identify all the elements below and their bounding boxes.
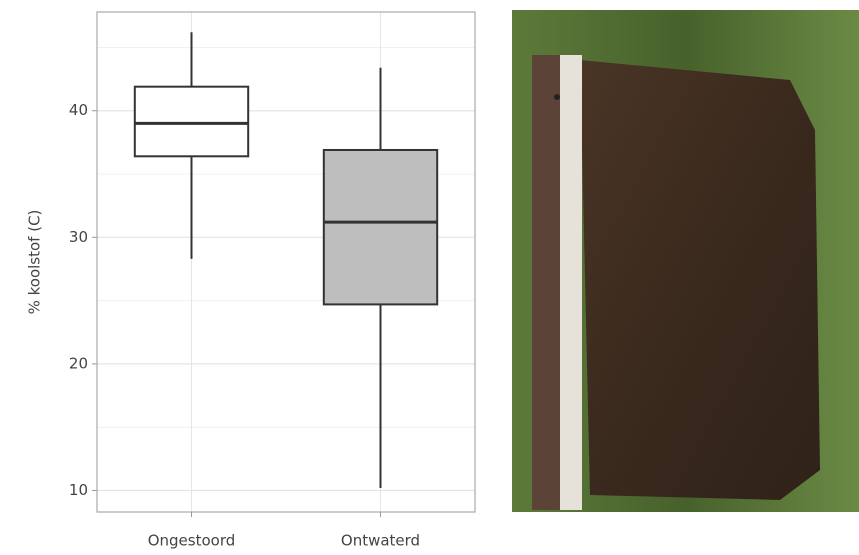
- page: % koolstof (C) 10 20 30 40 Ongestoord Ontwate…: [0, 0, 859, 555]
- box: [324, 150, 437, 304]
- y-tick-label: 40: [69, 101, 88, 119]
- box: [135, 87, 248, 157]
- ruler-scale: [560, 55, 582, 510]
- x-tick-label: Ontwaterd: [341, 532, 420, 550]
- y-tick-label: 10: [69, 481, 88, 499]
- x-tick-label: Ongestoord: [148, 532, 236, 550]
- y-axis-title: % koolstof (C): [26, 210, 44, 315]
- ruler-hole: [554, 94, 560, 100]
- y-tick-label: 30: [69, 228, 88, 246]
- photo: [512, 10, 859, 512]
- soil-sample: [580, 60, 820, 500]
- y-tick-label: 20: [69, 354, 88, 372]
